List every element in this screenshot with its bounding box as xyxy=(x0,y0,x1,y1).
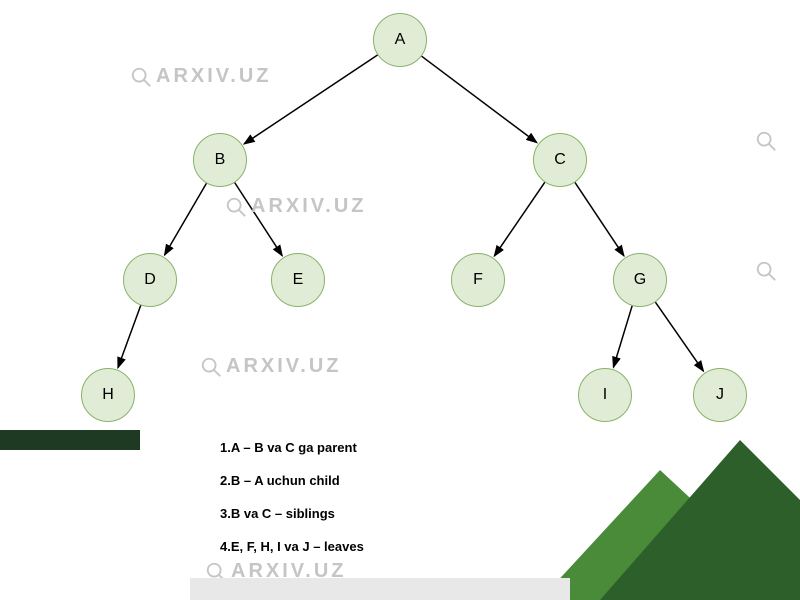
tree-node-j: J xyxy=(693,368,747,422)
tree-node-e: E xyxy=(271,253,325,307)
legend-line-4: 4.E, F, H, I va J – leaves xyxy=(220,539,364,554)
tree-edge xyxy=(165,183,207,255)
tree-edge xyxy=(575,182,624,255)
legend-line-1: 1.A – B va C ga parent xyxy=(220,440,364,455)
tree-edge xyxy=(118,305,141,367)
tree-edge xyxy=(235,183,282,256)
decorative-shape xyxy=(600,440,800,600)
tree-edge xyxy=(422,56,537,142)
tree-node-b: B xyxy=(193,133,247,187)
tree-edge xyxy=(494,182,544,256)
tree-edge xyxy=(655,302,703,371)
legend-line-3: 3.B va C – siblings xyxy=(220,506,364,521)
tree-node-g: G xyxy=(613,253,667,307)
legend-text: 1.A – B va C ga parent 2.B – A uchun chi… xyxy=(220,440,364,572)
decorative-shape xyxy=(190,578,570,600)
decorative-shape xyxy=(540,470,800,600)
tree-node-h: H xyxy=(81,368,135,422)
tree-diagram: A B C D E F G H I J xyxy=(0,0,800,440)
tree-node-d: D xyxy=(123,253,177,307)
tree-node-i: I xyxy=(578,368,632,422)
tree-edge xyxy=(244,55,377,144)
tree-node-f: F xyxy=(451,253,505,307)
tree-node-a: A xyxy=(373,13,427,67)
tree-node-c: C xyxy=(533,133,587,187)
tree-edge xyxy=(613,306,632,367)
legend-line-2: 2.B – A uchun child xyxy=(220,473,364,488)
